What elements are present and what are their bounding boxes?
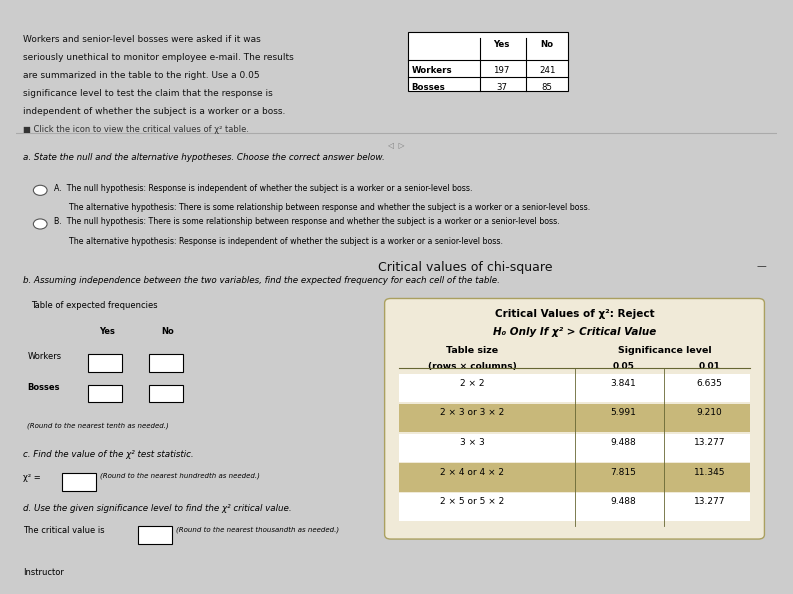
Bar: [408, 32, 568, 91]
Text: Significance level: Significance level: [618, 346, 711, 355]
Text: 9.488: 9.488: [611, 498, 637, 507]
Bar: [149, 353, 183, 372]
Text: 241: 241: [539, 66, 555, 75]
Bar: [138, 526, 172, 544]
Text: Workers: Workers: [412, 66, 452, 75]
Text: 6.635: 6.635: [696, 379, 722, 388]
Bar: [399, 463, 750, 492]
Bar: [399, 434, 750, 462]
Bar: [62, 473, 96, 491]
Text: d. Use the given significance level to find the χ² critical value.: d. Use the given significance level to f…: [24, 504, 292, 513]
Text: —: —: [757, 261, 767, 271]
Text: A.  The null hypothesis: Response is independent of whether the subject is a wor: A. The null hypothesis: Response is inde…: [54, 184, 473, 192]
Text: (Round to the nearest hundredth as needed.): (Round to the nearest hundredth as neede…: [100, 473, 259, 479]
Text: No: No: [162, 327, 174, 336]
Text: Critical Values of χ²: Reject: Critical Values of χ²: Reject: [495, 309, 654, 319]
Text: Critical values of chi-square: Critical values of chi-square: [378, 261, 553, 274]
Text: 3.841: 3.841: [611, 379, 637, 388]
Text: independent of whether the subject is a worker or a boss.: independent of whether the subject is a …: [24, 107, 285, 116]
Text: 0.05: 0.05: [613, 362, 634, 371]
Text: ◁  ▷: ◁ ▷: [389, 141, 404, 150]
Text: 2 × 4 or 4 × 2: 2 × 4 or 4 × 2: [440, 468, 504, 477]
Text: 3 × 3: 3 × 3: [460, 438, 485, 447]
Text: The critical value is: The critical value is: [24, 526, 105, 535]
Text: Instructor: Instructor: [24, 568, 64, 577]
Text: Workers: Workers: [27, 352, 61, 361]
Text: 37: 37: [496, 83, 507, 91]
Text: c. Find the value of the χ² test statistic.: c. Find the value of the χ² test statist…: [24, 450, 194, 459]
Bar: [149, 384, 183, 403]
Text: Bosses: Bosses: [27, 383, 59, 392]
Text: Table size: Table size: [446, 346, 499, 355]
Circle shape: [33, 219, 47, 229]
Text: 7.815: 7.815: [611, 468, 637, 477]
Text: significance level to test the claim that the response is: significance level to test the claim tha…: [24, 89, 274, 97]
Text: are summarized in the table to the right. Use a 0.05: are summarized in the table to the right…: [24, 71, 260, 80]
Text: 13.277: 13.277: [694, 498, 725, 507]
Text: (Round to the nearest tenth as needed.): (Round to the nearest tenth as needed.): [27, 422, 169, 429]
Bar: [399, 493, 750, 522]
Text: 197: 197: [493, 66, 510, 75]
Bar: [399, 404, 750, 432]
Text: H₀ Only If χ² > Critical Value: H₀ Only If χ² > Critical Value: [493, 327, 656, 337]
Text: 85: 85: [542, 83, 553, 91]
Bar: [399, 374, 750, 403]
Text: The alternative hypothesis: There is some relationship between response and whet: The alternative hypothesis: There is som…: [54, 203, 590, 212]
Text: 2 × 5 or 5 × 2: 2 × 5 or 5 × 2: [440, 498, 504, 507]
Text: 13.277: 13.277: [694, 438, 725, 447]
Text: 5.991: 5.991: [611, 409, 637, 418]
Text: (rows × columns): (rows × columns): [428, 362, 517, 371]
Text: Workers and senior-level bosses were asked if it was: Workers and senior-level bosses were ask…: [24, 35, 261, 44]
Text: B.  The null hypothesis: There is some relationship between response and whether: B. The null hypothesis: There is some re…: [54, 217, 560, 226]
Bar: [88, 353, 122, 372]
Text: Table of expected frequencies: Table of expected frequencies: [31, 302, 158, 311]
FancyBboxPatch shape: [385, 299, 764, 539]
Text: (Round to the nearest thousandth as needed.): (Round to the nearest thousandth as need…: [176, 526, 339, 533]
Text: 0.01: 0.01: [699, 362, 720, 371]
Text: 11.345: 11.345: [694, 468, 725, 477]
Circle shape: [33, 185, 47, 195]
Text: Yes: Yes: [99, 327, 115, 336]
Text: Yes: Yes: [493, 40, 510, 49]
Text: ■ Click the icon to view the critical values of χ² table.: ■ Click the icon to view the critical va…: [24, 125, 250, 134]
Text: χ² =: χ² =: [24, 473, 41, 482]
Bar: [88, 384, 122, 403]
Text: 9.210: 9.210: [696, 409, 722, 418]
Text: No: No: [541, 40, 554, 49]
Text: b. Assuming independence between the two variables, find the expected frequency : b. Assuming independence between the two…: [24, 276, 500, 285]
Text: seriously unethical to monitor employee e-mail. The results: seriously unethical to monitor employee …: [24, 53, 294, 62]
Text: Bosses: Bosses: [412, 83, 446, 91]
Text: The alternative hypothesis: Response is independent of whether the subject is a : The alternative hypothesis: Response is …: [54, 237, 503, 246]
Text: 2 × 3 or 3 × 2: 2 × 3 or 3 × 2: [440, 409, 504, 418]
Text: 9.488: 9.488: [611, 438, 637, 447]
Text: a. State the null and the alternative hypotheses. Choose the correct answer belo: a. State the null and the alternative hy…: [24, 153, 385, 162]
Text: 2 × 2: 2 × 2: [460, 379, 485, 388]
